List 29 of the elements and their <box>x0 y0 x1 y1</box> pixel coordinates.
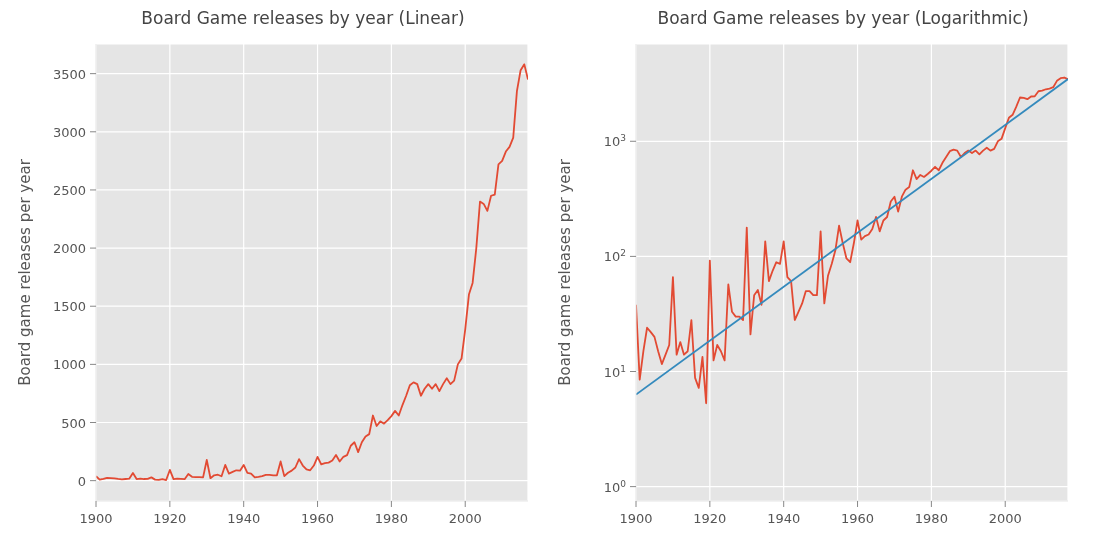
y-tick-label: 500 <box>61 415 86 431</box>
x-tick-label: 1960 <box>300 511 335 526</box>
y-tick-label: 2500 <box>52 182 86 198</box>
chart-title: Board Game releases by year (Linear) <box>140 8 466 30</box>
x-tick-label: 1940 <box>227 511 261 526</box>
y-tick-label: 3000 <box>52 124 86 140</box>
y-tick-label: 10$^{1}$ <box>603 363 626 380</box>
x-tick-label: 1960 <box>840 511 875 526</box>
x-tick-label: 1980 <box>914 511 948 526</box>
chart-title: Board Game releases by year (Logarithmic) <box>656 8 1030 30</box>
x-tick-label: 1900 <box>619 511 653 526</box>
x-tick-label: 2000 <box>448 511 482 526</box>
y-tick-label: 10$^{2}$ <box>603 248 626 265</box>
y-tick-label: 1000 <box>52 357 86 373</box>
y-tick-label: 2000 <box>52 241 86 257</box>
y-tick-label: 3500 <box>52 66 86 82</box>
y-tick-label: 10$^{3}$ <box>603 133 626 150</box>
x-tick-label: 1940 <box>767 511 801 526</box>
y-tick-label: 1500 <box>52 299 86 315</box>
y-tick-label: 10$^{0}$ <box>603 478 627 495</box>
y-axis-title: Board game releases per year <box>556 158 575 386</box>
x-tick-label: 2000 <box>988 511 1022 526</box>
line-series <box>96 63 528 481</box>
y-axis-title: Board game releases per year <box>16 158 35 386</box>
x-tick-label: 1900 <box>79 511 113 526</box>
y-tick-label: 0 <box>77 473 86 489</box>
x-tick-label: 1920 <box>153 511 187 526</box>
x-tick-label: 1920 <box>693 511 727 526</box>
x-tick-label: 1980 <box>374 511 408 526</box>
